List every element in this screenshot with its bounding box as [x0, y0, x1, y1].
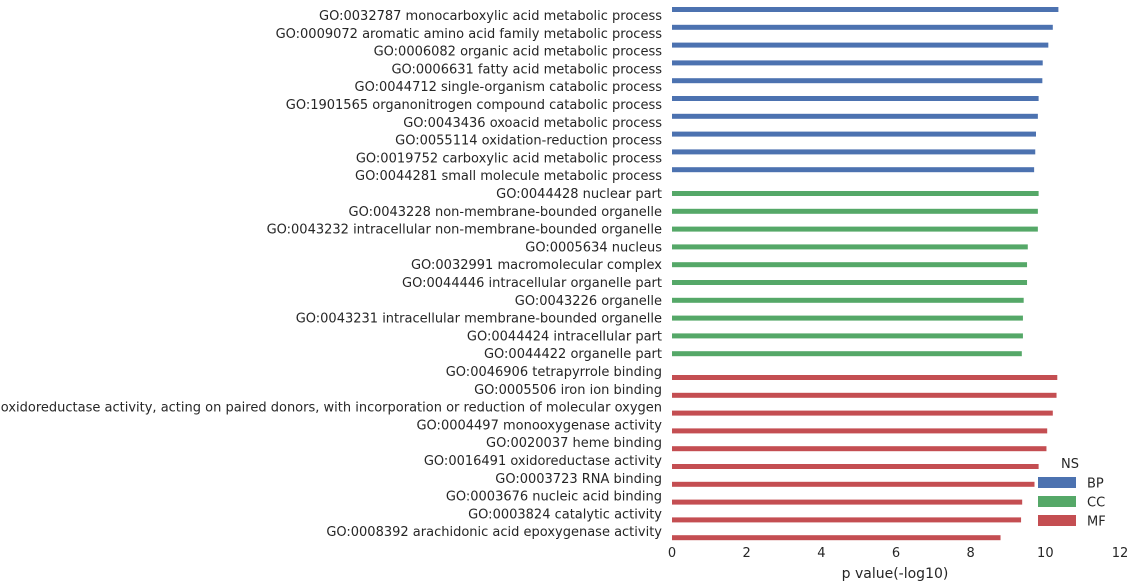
bar-bp: [672, 7, 1059, 12]
bar-bp: [672, 96, 1039, 101]
legend-entries: BP CC MF: [1038, 477, 1106, 530]
category-label: GO:0043228 non-membrane-bounded organell…: [349, 205, 663, 220]
category-label: GO:0044422 organelle part: [484, 347, 662, 362]
bar-mf: [672, 375, 1058, 380]
legend-entry-bp: BP: [1038, 477, 1104, 492]
bar-bp: [672, 113, 1038, 119]
category-label: GO:0044424 intracellular part: [467, 329, 662, 344]
category-label: GO:0005634 nucleus: [525, 240, 662, 255]
category-label: GO:0006082 organic acid metabolic proces…: [374, 45, 663, 60]
bar-cc: [672, 226, 1038, 232]
bar-bp: [672, 149, 1036, 155]
category-label: GO:0044281 small molecule metabolic proc…: [355, 169, 662, 184]
legend-entry-mf: MF: [1038, 515, 1106, 530]
bar-mf: [672, 410, 1053, 416]
bar-bp: [672, 167, 1035, 173]
legend: NS BP CC MF: [1038, 457, 1106, 530]
category-label: GO:1901565 organonitrogen compound catab…: [286, 98, 662, 113]
legend-title: NS: [1061, 457, 1079, 472]
category-label: GO:0003723 RNA binding: [495, 472, 662, 487]
legend-entry-cc: CC: [1038, 496, 1105, 511]
category-label: GO:0003824 catalytic activity: [468, 507, 662, 522]
x-tick-label: 6: [892, 546, 900, 561]
x-axis-label: p value(-log10): [842, 566, 949, 582]
legend-swatch: [1038, 496, 1076, 507]
bar-mf: [672, 481, 1035, 487]
category-label: GO:0019752 carboxylic acid metabolic pro…: [356, 151, 662, 166]
category-label: GO:0055114 oxidation-reduction process: [395, 134, 662, 149]
x-tick-label: 0: [668, 546, 676, 561]
bar-bp: [672, 60, 1043, 66]
bar-cc: [672, 297, 1024, 303]
category-labels: GO:0032787 monocarboxylic acid metabolic…: [0, 9, 662, 540]
bar-cc: [672, 244, 1028, 250]
category-label: GO:0016491 oxidoreductase activity: [424, 454, 662, 469]
bars-layer: [672, 7, 1059, 541]
legend-label: MF: [1087, 515, 1106, 530]
legend-label: CC: [1087, 496, 1105, 511]
category-label: GO:0046906 tetrapyrrole binding: [446, 365, 662, 380]
bar-mf: [672, 517, 1022, 523]
bar-mf: [672, 499, 1023, 505]
bar-bp: [672, 131, 1036, 137]
category-label: GO:0044446 intracellular organelle part: [402, 276, 662, 291]
bar-cc: [672, 208, 1038, 214]
category-label: GO:0032991 macromolecular complex: [411, 258, 662, 273]
category-label: GO:0016705 oxidoreductase activity, acti…: [0, 401, 662, 416]
bar-bp: [672, 78, 1043, 84]
bar-cc: [672, 262, 1028, 268]
category-label: GO:0043436 oxoacid metabolic process: [403, 116, 662, 131]
legend-swatch: [1038, 515, 1076, 526]
category-label: GO:0044712 single-organism catabolic pro…: [355, 80, 663, 95]
category-label: GO:0009072 aromatic amino acid family me…: [276, 27, 663, 42]
bar-mf: [672, 446, 1047, 452]
bar-cc: [672, 191, 1039, 196]
x-tick-label: 2: [743, 546, 751, 561]
bar-mf: [672, 392, 1057, 398]
category-label: GO:0043231 intracellular membrane-bounde…: [296, 312, 662, 327]
category-label: GO:0043232 intracellular non-membrane-bo…: [267, 223, 662, 238]
bar-bp: [672, 42, 1049, 48]
bar-mf: [672, 535, 1001, 541]
bar-cc: [672, 315, 1023, 321]
category-label: GO:0004497 monooxygenase activity: [416, 418, 662, 433]
legend-swatch: [1038, 477, 1076, 488]
x-tick-labels: 0 2 4 6 8 10 12: [668, 546, 1128, 561]
x-tick-label: 10: [1037, 546, 1054, 561]
category-label: GO:0032787 monocarboxylic acid metabolic…: [319, 9, 662, 24]
x-tick-label: 8: [967, 546, 975, 561]
category-label: GO:0005506 iron ion binding: [474, 383, 662, 398]
category-label: GO:0043226 organelle: [515, 294, 662, 309]
bar-bp: [672, 24, 1053, 30]
category-label: GO:0008392 arachidonic acid epoxygenase …: [326, 525, 662, 540]
bar-mf: [672, 464, 1039, 469]
category-label: GO:0006631 fatty acid metabolic process: [391, 62, 662, 77]
x-tick-label: 4: [817, 546, 825, 561]
legend-label: BP: [1087, 477, 1104, 492]
x-tick-label: 12: [1112, 546, 1129, 561]
bar-cc: [672, 280, 1028, 285]
category-label: GO:0020037 heme binding: [486, 436, 662, 451]
bar-cc: [672, 333, 1023, 339]
bar-cc: [672, 351, 1022, 357]
bar-mf: [672, 428, 1048, 434]
category-label: GO:0044428 nuclear part: [496, 187, 662, 202]
category-label: GO:0003676 nucleic acid binding: [446, 490, 662, 505]
